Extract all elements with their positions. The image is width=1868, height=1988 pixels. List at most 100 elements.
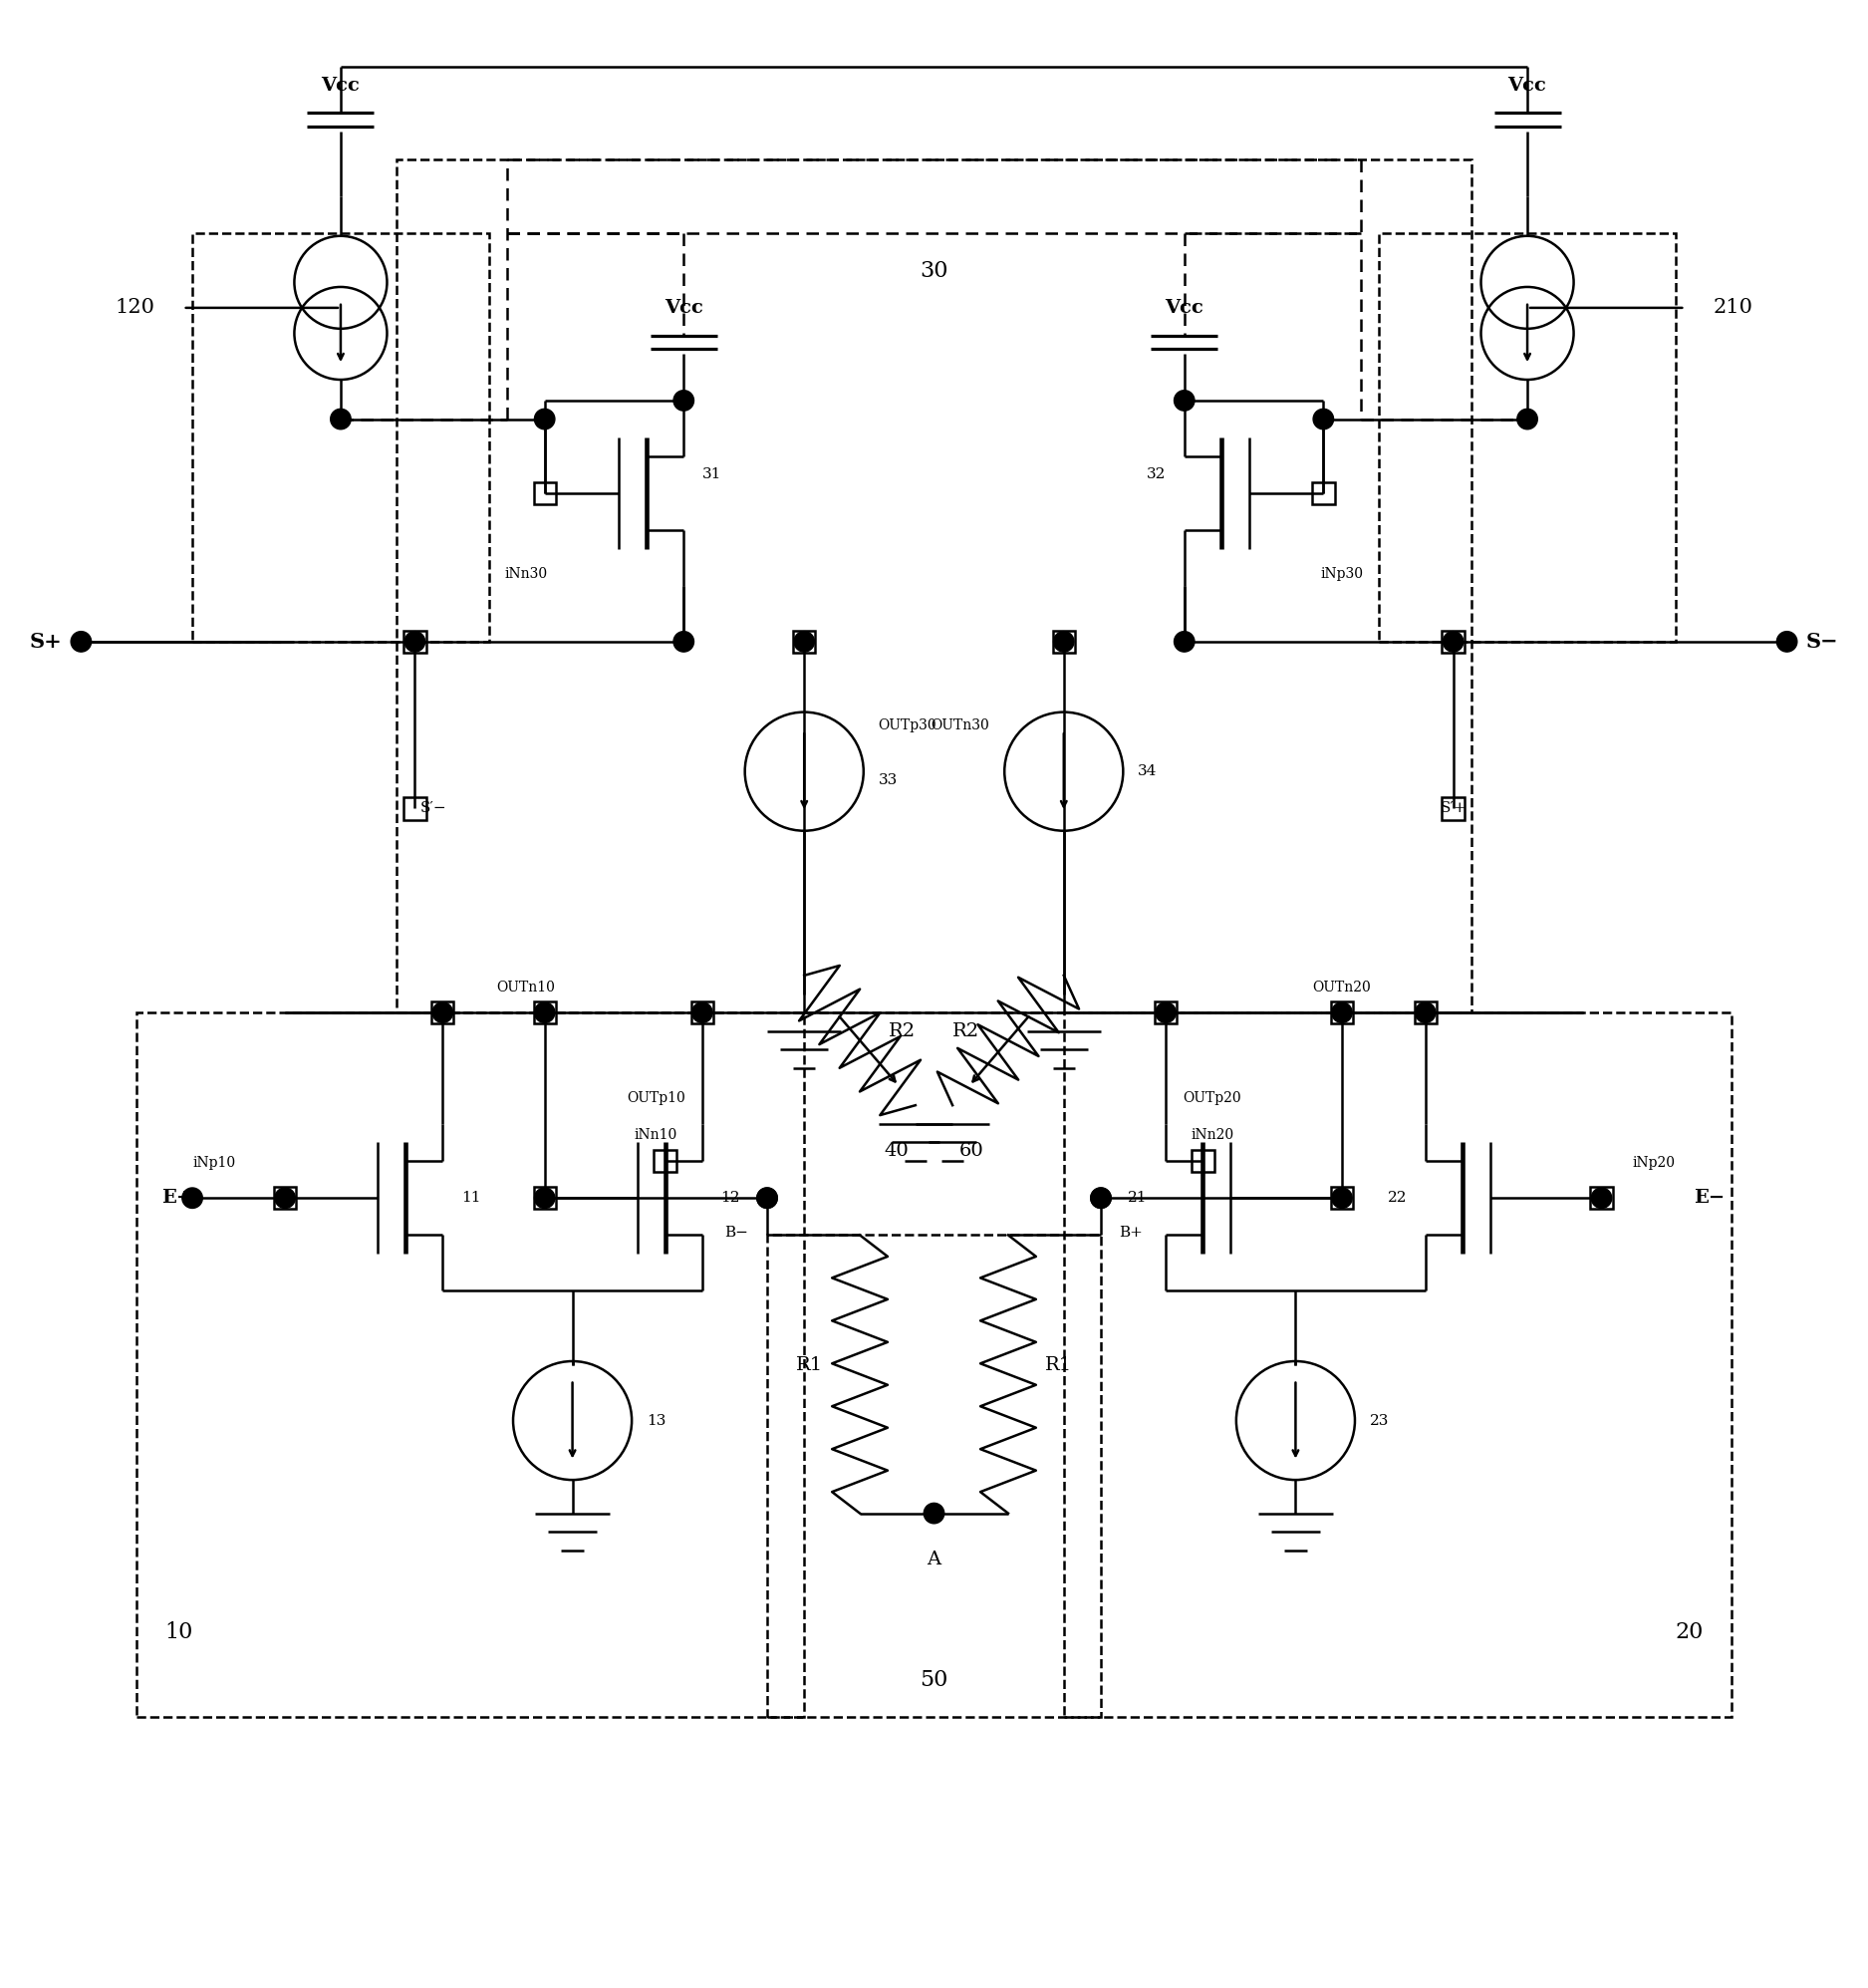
Text: Vcc: Vcc [1507, 78, 1547, 95]
Text: iNn10: iNn10 [635, 1129, 678, 1143]
Bar [768, 1235, 1100, 1718]
Text: iNp10: iNp10 [192, 1157, 235, 1171]
Circle shape [674, 632, 693, 652]
Bar [534, 483, 557, 505]
Circle shape [1156, 1002, 1177, 1022]
Text: OUTp20: OUTp20 [1182, 1091, 1242, 1105]
Text: 13: 13 [646, 1413, 665, 1427]
Text: 210: 210 [1713, 298, 1752, 318]
Circle shape [757, 1187, 777, 1209]
Bar [396, 159, 1472, 1012]
Circle shape [674, 390, 693, 412]
Text: S′+: S′+ [1440, 801, 1466, 815]
Bar [1379, 235, 1676, 642]
Text: Vcc: Vcc [665, 298, 702, 316]
Bar [1192, 1149, 1214, 1173]
Circle shape [275, 1187, 295, 1209]
Text: iNn30: iNn30 [504, 567, 547, 580]
Bar [403, 630, 426, 652]
Bar [534, 1002, 557, 1024]
Text: 50: 50 [919, 1670, 949, 1692]
Circle shape [1416, 1002, 1435, 1022]
Bar [1590, 1187, 1612, 1209]
Text: S−: S− [1806, 632, 1838, 652]
Text: 23: 23 [1369, 1413, 1390, 1427]
Circle shape [1332, 1002, 1352, 1022]
Text: OUTp30: OUTp30 [878, 718, 936, 732]
Circle shape [1091, 1187, 1111, 1209]
Circle shape [433, 1002, 452, 1022]
Circle shape [405, 632, 426, 652]
Bar [1330, 1187, 1352, 1209]
Text: OUTp10: OUTp10 [626, 1091, 686, 1105]
Text: 32: 32 [1147, 467, 1166, 481]
Bar [691, 1002, 714, 1024]
Text: 30: 30 [919, 260, 949, 282]
Text: 20: 20 [1676, 1620, 1704, 1644]
Text: 34: 34 [1138, 765, 1158, 779]
Text: 10: 10 [164, 1620, 192, 1644]
Text: R1: R1 [796, 1356, 822, 1374]
Bar [654, 1149, 676, 1173]
Circle shape [1313, 410, 1334, 429]
Circle shape [1517, 410, 1537, 429]
Bar [136, 1012, 805, 1718]
Text: 31: 31 [702, 467, 721, 481]
Circle shape [183, 1187, 202, 1209]
Text: R2: R2 [953, 1022, 979, 1040]
Text: 60: 60 [958, 1143, 983, 1161]
Text: 33: 33 [878, 773, 897, 787]
Circle shape [925, 1503, 943, 1523]
Circle shape [1175, 390, 1194, 412]
Circle shape [534, 1002, 555, 1022]
Bar [1442, 630, 1465, 652]
Bar [1063, 1012, 1732, 1718]
Text: OUTn30: OUTn30 [930, 718, 990, 732]
Text: S′−: S′− [420, 801, 446, 815]
Circle shape [1175, 632, 1194, 652]
Bar [1330, 1002, 1352, 1024]
Text: 40: 40 [885, 1143, 910, 1161]
Circle shape [1776, 632, 1797, 652]
Text: 12: 12 [721, 1191, 740, 1205]
Text: E−: E− [1694, 1189, 1726, 1207]
Bar [1154, 1002, 1177, 1024]
Circle shape [1091, 1187, 1111, 1209]
Bar [1311, 483, 1334, 505]
Text: iNp30: iNp30 [1321, 567, 1364, 580]
Text: Vcc: Vcc [321, 78, 361, 95]
Text: 120: 120 [116, 298, 155, 318]
Circle shape [757, 1187, 777, 1209]
Text: 22: 22 [1388, 1191, 1407, 1205]
Text: 21: 21 [1128, 1191, 1147, 1205]
Circle shape [691, 1002, 712, 1022]
Text: A: A [927, 1551, 941, 1569]
Text: R2: R2 [889, 1022, 915, 1040]
Bar [192, 235, 489, 642]
Circle shape [1332, 1187, 1352, 1209]
Circle shape [1054, 632, 1074, 652]
Circle shape [71, 632, 92, 652]
Text: OUTn20: OUTn20 [1313, 980, 1371, 994]
Bar [794, 630, 814, 652]
Text: iNp20: iNp20 [1633, 1157, 1676, 1171]
Bar [432, 1002, 454, 1024]
Bar [1054, 630, 1074, 652]
Text: B+: B+ [1119, 1227, 1143, 1241]
Bar [275, 1187, 297, 1209]
Bar [1442, 797, 1465, 819]
Circle shape [534, 1187, 555, 1209]
Circle shape [331, 410, 351, 429]
Text: R1: R1 [1046, 1356, 1072, 1374]
Text: iNn20: iNn20 [1190, 1129, 1233, 1143]
Text: B−: B− [725, 1227, 749, 1241]
Bar [1414, 1002, 1436, 1024]
Circle shape [1592, 1187, 1612, 1209]
Text: Vcc: Vcc [1166, 298, 1203, 316]
Bar [534, 1187, 557, 1209]
Circle shape [534, 410, 555, 429]
Bar [403, 797, 426, 819]
Text: 11: 11 [461, 1191, 480, 1205]
Circle shape [794, 632, 814, 652]
Text: S+: S+ [30, 632, 62, 652]
